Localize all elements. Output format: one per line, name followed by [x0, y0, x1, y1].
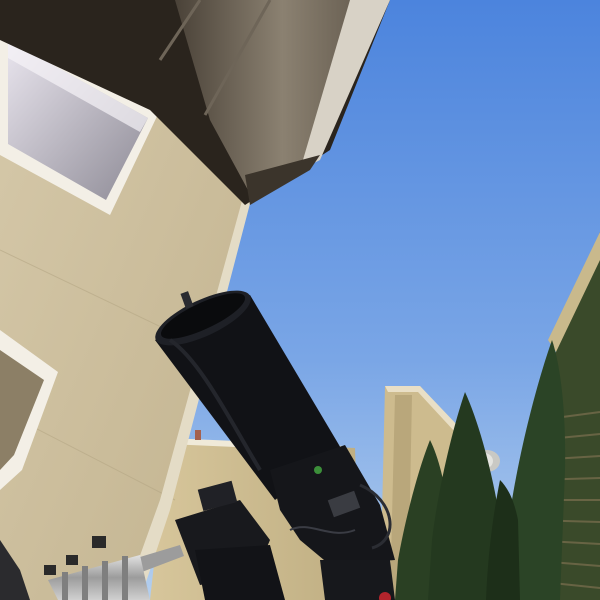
cypress-trees: [395, 340, 566, 600]
equatorial-mount: [175, 445, 395, 600]
upper-window: [0, 18, 160, 215]
foreground-object: [0, 540, 30, 600]
counterweights: [44, 536, 184, 600]
telescope: [155, 290, 342, 500]
roof-eave: [0, 0, 390, 205]
lower-window: [0, 330, 58, 490]
